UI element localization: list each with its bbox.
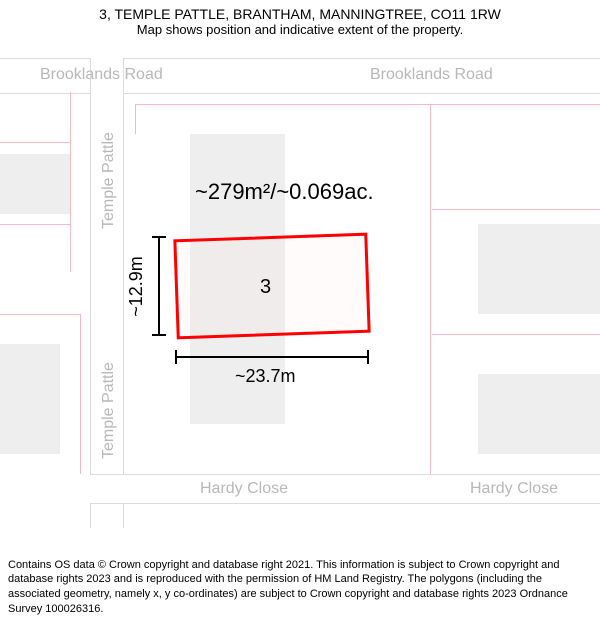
road-label-hardy-1: Hardy Close: [200, 480, 288, 498]
road-label-hardy-2: Hardy Close: [470, 480, 558, 498]
property-outline: [173, 233, 370, 340]
parcel-line: [0, 314, 80, 315]
road-label-temple-2: Temple Pattle: [100, 362, 118, 459]
dim-bar-horizontal: [175, 356, 369, 358]
footer: Contains OS data © Crown copyright and d…: [0, 551, 600, 625]
building: [478, 374, 600, 454]
page-title: 3, TEMPLE PATTLE, BRANTHAM, MANNINGTREE,…: [10, 6, 590, 22]
dim-tick: [152, 334, 166, 336]
building: [478, 224, 600, 314]
parcel-line: [432, 334, 600, 335]
header: 3, TEMPLE PATTLE, BRANTHAM, MANNINGTREE,…: [0, 0, 600, 39]
parcel-line: [70, 92, 71, 272]
road-label-brooklands-1: Brooklands Road: [40, 66, 163, 84]
road-label-temple-1: Temple Pattle: [100, 132, 118, 229]
dim-tick: [367, 350, 369, 364]
parcel-line: [0, 142, 70, 143]
building: [0, 154, 70, 214]
map-area: Brooklands Road Brooklands Road Temple P…: [0, 44, 600, 534]
dim-tick: [175, 350, 177, 364]
parcel-line: [135, 104, 136, 134]
dim-bar-vertical: [158, 236, 160, 336]
footer-text: Contains OS data © Crown copyright and d…: [8, 559, 568, 616]
dim-tick: [152, 236, 166, 238]
parcel-line: [135, 104, 600, 105]
parcel-line: [432, 209, 600, 210]
parcel-line: [430, 104, 431, 474]
parcel-line: [80, 314, 81, 474]
page-subtitle: Map shows position and indicative extent…: [10, 22, 590, 37]
property-number: 3: [260, 276, 271, 299]
road-label-brooklands-2: Brooklands Road: [370, 66, 493, 84]
property-area: ~279m²/~0.069ac.: [195, 179, 374, 205]
property-width: ~23.7m: [235, 366, 296, 387]
parcel-line: [0, 224, 70, 225]
property-height: ~12.9m: [126, 256, 147, 317]
building: [0, 344, 60, 454]
